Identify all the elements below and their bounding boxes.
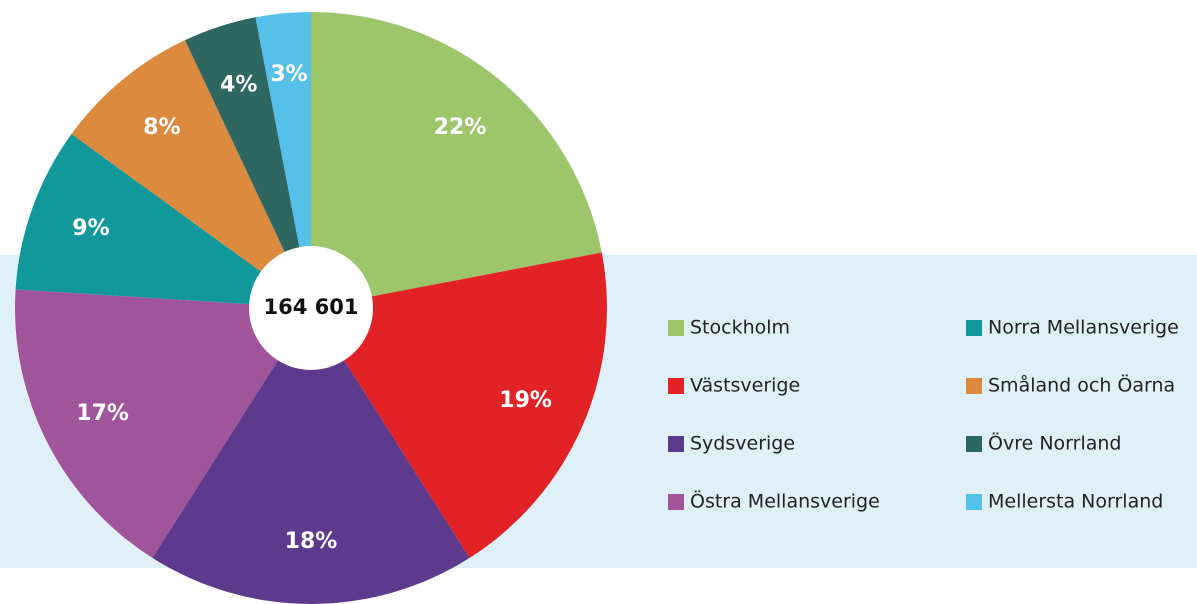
legend-label: Östra Mellansverige [690,490,880,513]
slice-label: 19% [499,388,552,413]
legend-label: Norra Mellansverige [988,317,1179,339]
slice-label: 4% [220,73,257,98]
pie-slice [71,40,311,308]
pie-slice [152,308,470,604]
legend-label: Stockholm [690,317,790,339]
slice-label: 18% [285,529,338,554]
slice-label: 3% [270,62,307,87]
legend-swatch [668,436,684,452]
legend-swatch [966,436,982,452]
pie-slice [184,17,311,308]
pie-slice [15,134,312,308]
pie [15,12,607,604]
pie-slice [311,252,607,558]
pie-slice [15,289,312,558]
legend-swatch [668,378,684,394]
slice-label: 22% [434,115,487,140]
legend-swatch [966,320,982,336]
center-hole [249,246,373,370]
legend-label: Västsverige [690,375,800,397]
slice-label: 9% [72,216,109,241]
legend-swatch [966,494,982,510]
legend-label: Mellersta Norrland [988,491,1163,513]
slice-label: 17% [76,401,129,426]
legend-label: Sydsverige [690,433,795,455]
pie-slice [311,12,602,308]
slice-label: 8% [143,115,180,140]
legend-label: Småland och Öarna [988,374,1175,397]
legend-swatch [668,494,684,510]
center-label: 164 601 [264,295,359,319]
pie-slice [255,12,311,308]
legend-swatch [668,320,684,336]
legend-label: Övre Norrland [988,432,1121,455]
legend-swatch [966,378,982,394]
